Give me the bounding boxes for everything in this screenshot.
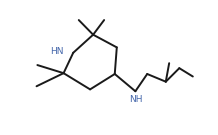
Text: NH: NH xyxy=(129,95,142,104)
Text: HN: HN xyxy=(51,47,64,56)
